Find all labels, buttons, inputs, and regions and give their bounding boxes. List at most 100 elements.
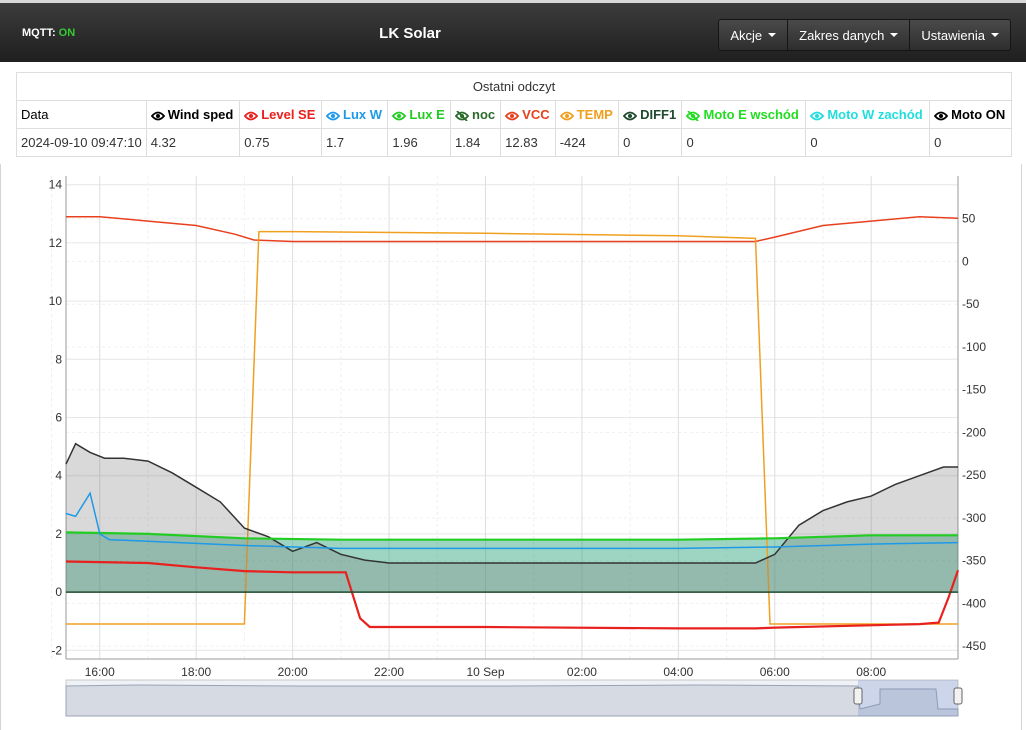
- left-tick-label: 14: [49, 178, 63, 192]
- nav-menu-group: Akcje Zakres danych Ustawienia: [718, 19, 1011, 51]
- caret-down-icon: [991, 33, 999, 37]
- date-header: Data: [16, 100, 147, 129]
- column-header-8[interactable]: Moto E wschód: [681, 100, 807, 129]
- x-tick-label: 04:00: [663, 665, 693, 679]
- right-tick-label: -150: [962, 383, 986, 397]
- range-navigator[interactable]: [65, 679, 963, 717]
- chart-grid: [51, 176, 959, 660]
- caret-down-icon: [890, 33, 899, 37]
- left-tick-label: 6: [55, 411, 62, 425]
- x-tick-label: 10 Sep: [466, 665, 504, 679]
- value-cell-6: -424: [554, 128, 620, 157]
- value-cell-4: 1.84: [450, 128, 502, 157]
- x-tick-label: 06:00: [760, 665, 790, 679]
- right-tick-label: -50: [962, 297, 980, 311]
- column-label: Wind sped: [167, 107, 234, 122]
- navbar: MQTT: ON LK Solar Akcje Zakres danych Us…: [0, 0, 1026, 62]
- column-label: Moto E wschód: [703, 107, 799, 122]
- eye-icon: [559, 111, 574, 120]
- left-tick-label: 2: [55, 527, 62, 541]
- eye-icon: [505, 111, 520, 120]
- eye-icon: [326, 111, 341, 120]
- series-line-lux_w: [65, 491, 959, 550]
- column-header-5[interactable]: VCC: [500, 100, 556, 129]
- menu-akcje-button[interactable]: Akcje: [718, 19, 789, 51]
- column-label: noc: [472, 107, 496, 122]
- right-tick-label: -200: [962, 425, 986, 439]
- right-tick-label: -100: [962, 340, 986, 354]
- value-cell-1: 0.75: [239, 128, 323, 157]
- column-label: Moto ON: [951, 107, 1006, 122]
- menu-zakres-danych-label: Zakres danych: [799, 27, 885, 43]
- x-tick-label: 18:00: [181, 665, 211, 679]
- x-axis: 16:00 18:00 20:00 22:00 10 Sep 02:00 04:00 06:0…: [85, 665, 887, 679]
- eye-icon: [392, 111, 407, 120]
- app-title: LK Solar: [379, 25, 441, 42]
- value-cell-9: 0: [805, 128, 931, 157]
- x-tick-label: 16:00: [85, 665, 115, 679]
- value-cell-3: 1.96: [387, 128, 452, 157]
- date-cell: 2024-09-10 09:47:10: [16, 128, 147, 157]
- navigator-series: [65, 684, 959, 717]
- chart-series: [65, 215, 960, 630]
- column-header-2[interactable]: Lux W: [321, 100, 389, 129]
- chart-panel: [0, 164, 1022, 730]
- eye-icon: [150, 111, 165, 120]
- navigator-selection[interactable]: [858, 680, 958, 716]
- column-label: TEMP: [576, 107, 613, 122]
- table-title: Ostatni odczyt: [16, 72, 1012, 101]
- mqtt-status-value: ON: [58, 27, 76, 39]
- right-tick-label: -350: [962, 554, 986, 568]
- column-label: Level SE: [261, 107, 316, 122]
- right-tick-label: 50: [962, 212, 976, 226]
- eye-icon: [934, 111, 949, 120]
- column-header-10[interactable]: Moto ON: [929, 100, 1012, 129]
- eye-icon: [810, 111, 825, 120]
- left-tick-label: 0: [55, 585, 62, 599]
- left-axis: 14 12 10 8 6 4 2 0 -2: [49, 178, 63, 658]
- value-cell-0: 4.32: [145, 128, 241, 157]
- right-tick-label: -400: [962, 596, 986, 610]
- mqtt-label: MQTT:: [22, 27, 56, 39]
- column-header-7[interactable]: DIFF1: [618, 100, 683, 129]
- menu-ustawienia-button[interactable]: Ustawienia: [909, 19, 1011, 51]
- left-tick-label: 12: [49, 236, 63, 250]
- latest-reading-table: Ostatni odczyt Data Wind sped Level SE Lux…: [16, 72, 1012, 157]
- table-row: 2024-09-10 09:47:10 4.32 0.75 1.7 1.96 1.84 1…: [16, 128, 1012, 157]
- menu-ustawienia-label: Ustawienia: [921, 27, 985, 43]
- value-cell-8: 0: [681, 128, 807, 157]
- navigator-handle-left[interactable]: [853, 687, 863, 705]
- eye-slash-icon: [455, 110, 470, 121]
- series-line-level_se: [65, 560, 960, 630]
- left-tick-label: 8: [55, 352, 62, 366]
- left-tick-label: 10: [49, 294, 63, 308]
- column-header-9[interactable]: Moto W zachód: [805, 100, 931, 129]
- column-header-6[interactable]: TEMP: [554, 100, 620, 129]
- x-tick-label: 20:00: [278, 665, 308, 679]
- eye-icon: [244, 111, 259, 120]
- column-header-3[interactable]: Lux E: [387, 100, 452, 129]
- value-cell-2: 1.7: [321, 128, 389, 157]
- column-header-0[interactable]: Wind sped: [145, 100, 241, 129]
- menu-akcje-label: Akcje: [730, 27, 763, 43]
- navigator-handle-right[interactable]: [953, 687, 963, 705]
- menu-zakres-danych-button[interactable]: Zakres danych: [787, 19, 911, 51]
- column-label: Lux E: [409, 107, 445, 122]
- column-header-1[interactable]: Level SE: [239, 100, 323, 129]
- series-line-lux_e: [65, 531, 958, 541]
- series-area-wind: [66, 443, 958, 593]
- column-label: Moto W zachód: [827, 107, 923, 122]
- right-tick-label: -250: [962, 468, 986, 482]
- left-tick-label: -2: [51, 643, 62, 657]
- eye-icon: [623, 111, 638, 120]
- series-line-vcc: [66, 215, 959, 243]
- column-label: Lux W: [343, 107, 383, 122]
- series-line-wind: [65, 442, 958, 564]
- right-tick-label: 0: [962, 254, 969, 268]
- right-axis: 50 0 -50 -100 -150 -200 -250 -300 -350 -400 -450: [962, 212, 986, 653]
- value-cell-10: 0: [929, 128, 1012, 157]
- column-header-4[interactable]: noc: [450, 100, 502, 129]
- value-cell-5: 12.83: [500, 128, 556, 157]
- right-tick-label: -300: [962, 511, 986, 525]
- right-tick-label: -450: [962, 639, 986, 653]
